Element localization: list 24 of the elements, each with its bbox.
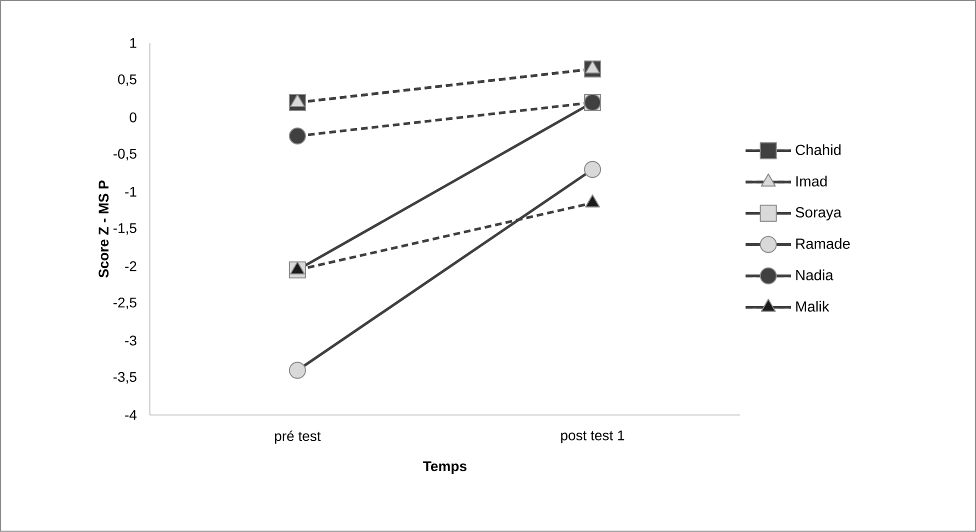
y-tick-label: -0,5 <box>113 148 136 160</box>
y-tick-label: 0 <box>130 112 136 122</box>
point <box>288 362 306 379</box>
legend-label: Chahid <box>796 144 841 156</box>
x-axis-title: Temps <box>423 461 466 474</box>
point <box>584 160 602 178</box>
y-tick-label: -1,5 <box>113 223 136 235</box>
y-tick-label: -4 <box>125 410 137 420</box>
legend-label: Soraya <box>796 207 842 220</box>
y-tick-label: -2,5 <box>113 298 136 310</box>
x-tick-label: post test 1 <box>561 430 624 444</box>
y-tick-label: -3 <box>125 336 136 346</box>
legend-label: Ramade <box>796 238 850 249</box>
y-tick-label: -3,5 <box>113 372 136 384</box>
y-tick-label: -1 <box>125 187 136 197</box>
y-axis-title: Score Z - MS P <box>98 180 109 278</box>
legend-label: Imad <box>796 176 827 187</box>
y-tick-label: -2 <box>125 261 136 272</box>
y-tick-label: 0,5 <box>118 74 136 86</box>
x-tick-label: pré test <box>274 430 321 444</box>
point <box>288 128 306 145</box>
y-tick-label: 1 <box>130 38 136 48</box>
legend-label: Nadia <box>796 270 834 280</box>
legend-label: Malik <box>796 300 830 312</box>
